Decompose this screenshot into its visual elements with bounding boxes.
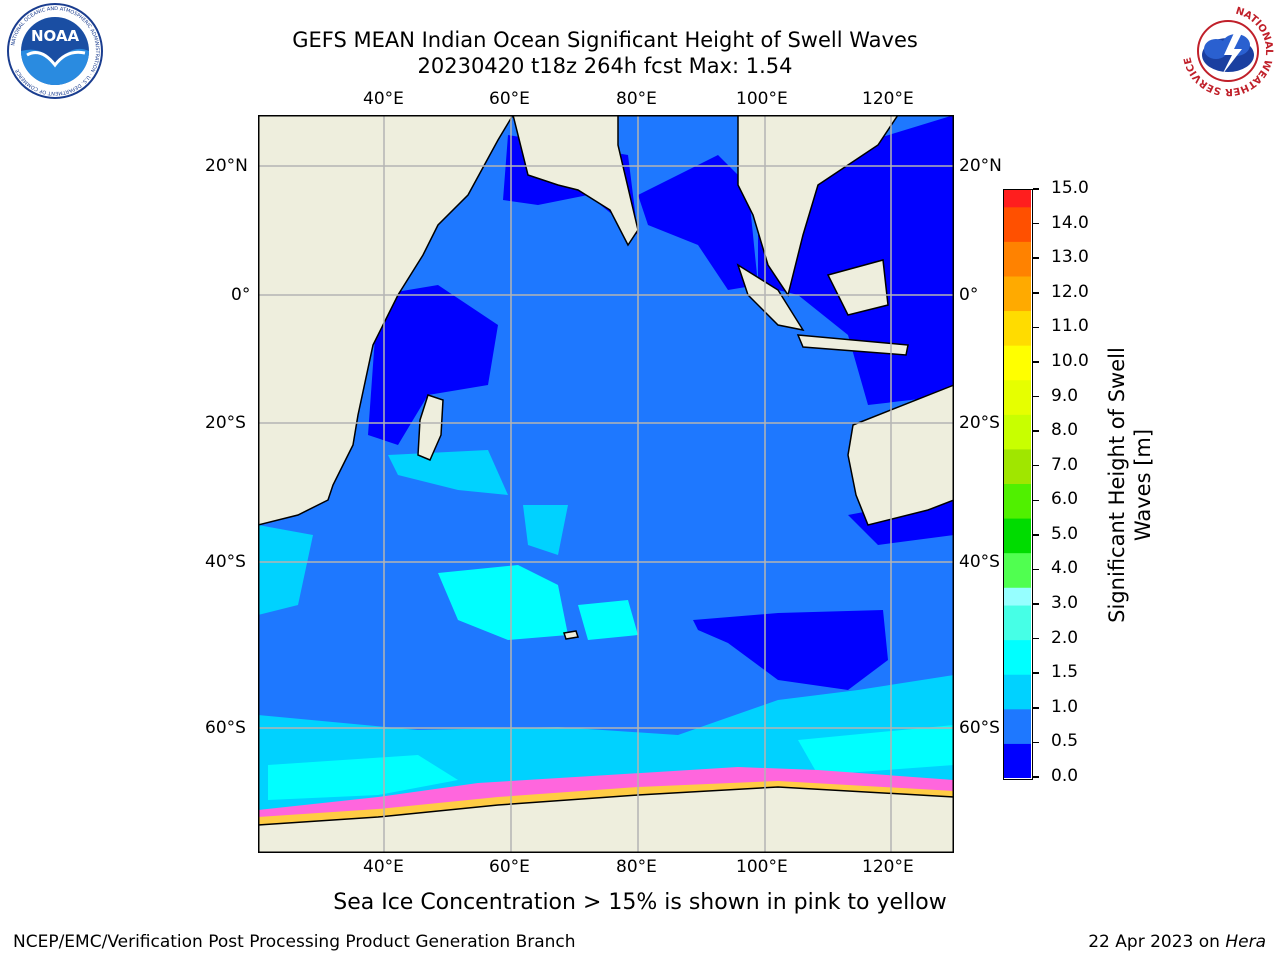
colorbar [1003,189,1033,780]
lat-label-right-1: 0° [959,285,979,305]
lon-label-bottom-4: 120°E [862,857,914,877]
lat-label-left-3: 40°S [205,552,246,572]
colorbar-tick-label: 1.0 [1051,696,1079,717]
lon-label-top-3: 100°E [736,89,788,109]
colorbar-swatch [1004,328,1031,346]
colorbar-swatch [1004,259,1031,277]
colorbar-tick-label: 6.0 [1051,489,1079,510]
colorbar-tick-mark [1033,776,1039,778]
colorbar-tick-mark [1033,395,1039,398]
colorbar-tick-label: 0.0 [1051,766,1079,786]
colorbar-swatch [1004,605,1031,641]
nws-logo: NATIONAL WEATHER SERVICE [1180,3,1276,99]
colorbar-tick-label: 12.0 [1051,281,1089,302]
colorbar-tick-mark [1033,603,1039,605]
colorbar-swatch [1004,466,1031,484]
ocean-map [258,115,954,853]
lat-label-right-4: 60°S [959,718,1000,738]
lat-label-left-0: 20°N [205,156,248,176]
colorbar-tick-label: 1.5 [1051,662,1079,683]
lon-label-bottom-3: 100°E [736,857,788,877]
noaa-logo-text: NOAA [31,27,80,45]
colorbar-swatch [1004,535,1031,554]
gridlines [258,115,954,853]
colorbar-swatch [1004,293,1031,312]
lon-label-top-0: 40°E [363,89,404,109]
colorbar-swatch [1004,397,1031,415]
lat-label-right-3: 40°S [959,552,1000,572]
sea-ice-band-yellow [258,781,954,825]
colorbar-tick-mark [1033,222,1039,225]
colorbar-title: Significant Height of Swell Waves [m] [1105,347,1155,623]
colorbar-swatch [1004,743,1031,778]
colorbar-tick-label: 9.0 [1051,385,1079,406]
lat-label-left-1: 0° [231,285,251,305]
colorbar-tick-mark [1033,568,1039,571]
colorbar-swatch [1004,362,1031,381]
colorbar-swatch [1004,570,1031,588]
chart-subtitle: 20230420 t18z 264h fcst Max: 1.54 [417,54,793,78]
lon-label-top-4: 120°E [862,89,914,109]
lon-label-bottom-1: 60°E [489,857,530,877]
colorbar-tick-mark [1033,292,1039,294]
colorbar-swatch [1004,190,1031,208]
colorbar-tick-label: 8.0 [1051,420,1079,441]
colorbar-tick-mark [1033,499,1039,502]
colorbar-tick-label: 13.0 [1051,247,1089,268]
colorbar-tick-label: 11.0 [1051,316,1089,337]
colorbar-tick-label: 14.0 [1051,212,1089,233]
colorbar-tick-mark [1033,741,1039,744]
colorbar-tick-mark [1033,188,1039,190]
lat-label-right-2: 20°S [959,413,1000,433]
colorbar-tick-label: 4.0 [1051,558,1079,579]
colorbar-tick-mark [1033,430,1039,432]
lon-label-top-1: 60°E [489,89,530,109]
lon-label-bottom-2: 80°E [616,857,657,877]
colorbar-tick-label: 15.0 [1051,178,1089,198]
colorbar-swatches [1004,190,1031,778]
map-panel [258,115,954,853]
colorbar-tick-mark [1033,464,1039,467]
chart-title: GEFS MEAN Indian Ocean Significant Heigh… [292,28,918,52]
colorbar-swatch [1004,674,1031,710]
colorbar-tick-label: 3.0 [1051,593,1079,614]
footer-host: Hera [1225,932,1266,952]
colorbar-tick-label: 5.0 [1051,523,1079,544]
colorbar-swatch [1004,432,1031,450]
map-frame [258,115,954,853]
colorbar-tick-mark [1033,534,1039,536]
colorbar-swatch [1004,708,1031,744]
colorbar-tick-label: 7.0 [1051,454,1079,475]
lat-label-left-4: 60°S [205,718,246,738]
colorbar-tick-mark [1033,672,1039,674]
colorbar-tick-mark [1033,361,1039,363]
lon-label-top-2: 80°E [616,89,657,109]
colorbar-swatch [1004,501,1031,519]
colorbar-tick-label: 10.0 [1051,350,1089,371]
sea-ice-caption: Sea Ice Concentration > 15% is shown in … [333,890,947,915]
noaa-logo: NOAA NATIONAL OCEANIC AND ATMOSPHERIC AD… [5,3,105,99]
lat-label-left-2: 20°S [205,413,246,433]
lat-label-right-0: 20°N [959,156,1002,176]
colorbar-tick-mark [1033,257,1039,259]
footer-date-text: 22 Apr 2023 on [1088,932,1226,952]
footer-credit: NCEP/EMC/Verification Post Processing Pr… [13,932,576,952]
colorbar-tick-label: 2.0 [1051,627,1079,648]
swell-band-1.5-2 [268,565,954,800]
colorbar-swatch [1004,224,1031,242]
colorbar-swatch [1004,639,1031,675]
colorbar-tick-label: 0.5 [1051,731,1079,752]
colorbar-tick-mark [1033,637,1039,640]
footer-date: 22 Apr 2023 on Hera [1088,932,1266,952]
colorbar-tick-mark [1033,326,1039,329]
lon-label-bottom-0: 40°E [363,857,404,877]
colorbar-tick-mark [1033,707,1039,709]
